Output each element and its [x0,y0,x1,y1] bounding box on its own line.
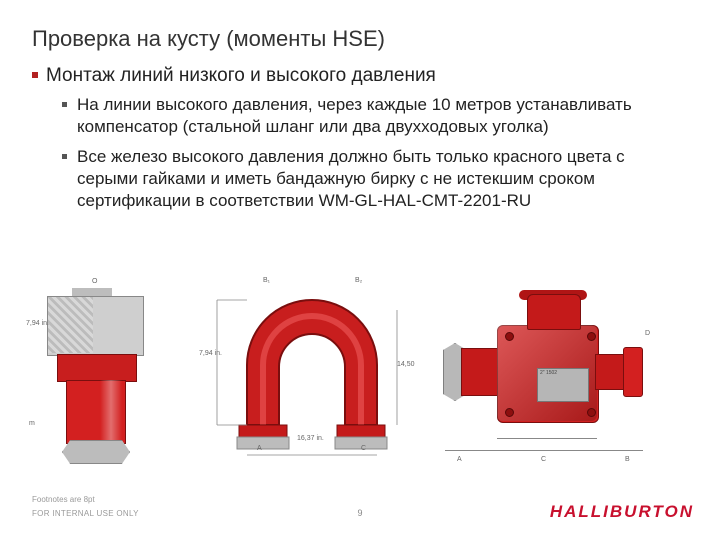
dim-label: C [541,456,546,463]
dim-label: A [457,456,462,463]
dim-label: C [361,445,366,452]
swivel-collar-red [57,354,137,382]
figure-swivel-section: O m 7,94 in. [32,280,187,465]
valve-left-flange [461,348,501,396]
dim-label: B [625,456,630,463]
dim-label: D [645,330,650,337]
bullet-icon [62,154,67,159]
valve-bolt [587,332,596,341]
dim-label: 14,50 [397,361,415,368]
bullet-text: Монтаж линий низкого и высокого давления [46,64,436,88]
swivel-wing-nut [62,440,130,464]
valve-right-collar [623,347,643,397]
swivel-section-hatch [48,297,93,353]
bullet-level2: Все железо высокого давления должно быть… [62,146,672,212]
bullet-icon [62,102,67,107]
content-block: Монтаж линий низкого и высокого давления… [32,64,672,220]
bullet-text: На линии высокого давления, через каждые… [77,94,672,138]
dim-label: B₂ [355,277,362,284]
dim-label: A [257,445,262,452]
figure-steel-hose-loop: B₁ B₂ A C 7,94 in. 16,37 in. 14,50 [197,275,427,465]
valve-bolt [587,408,596,417]
dim-label: O [92,278,97,285]
figures-row: O m 7,94 in. B₁ [32,280,652,465]
bullet-level2: На линии высокого давления, через каждые… [62,94,672,138]
valve-id-plate: 2" 1502 [537,368,589,402]
dim-label: 7,94 in. [199,350,222,357]
dim-label: B₁ [263,277,270,284]
dim-line [497,438,597,439]
bullet-text: Все железо высокого давления должно быть… [77,146,672,212]
dim-label: m [29,420,35,427]
slide-title: Проверка на кусту (моменты HSE) [32,26,385,52]
slide: Проверка на кусту (моменты HSE) Монтаж л… [0,0,720,540]
dim-label: 16,37 in. [297,435,324,442]
loop-left-nut [237,437,289,449]
bullet-level2-list: На линии высокого давления, через каждые… [62,94,672,212]
valve-cap [527,294,581,330]
valve-bolt [505,332,514,341]
valve-bolt [505,408,514,417]
swivel-highlight [100,380,122,442]
page-number: 9 [357,508,362,518]
internal-use-label: FOR INTERNAL USE ONLY [32,509,139,518]
bullet-icon [32,72,38,78]
footnote-text: Footnotes are 8pt [32,495,95,504]
bullet-level1: Монтаж линий низкого и высокого давления [32,64,672,88]
dim-line [445,450,643,451]
figure-plug-valve: 2" 1502 A B C D [437,290,652,465]
dim-label: 7,94 in. [26,320,49,327]
halliburton-logo: HALLIBURTON [550,502,694,522]
